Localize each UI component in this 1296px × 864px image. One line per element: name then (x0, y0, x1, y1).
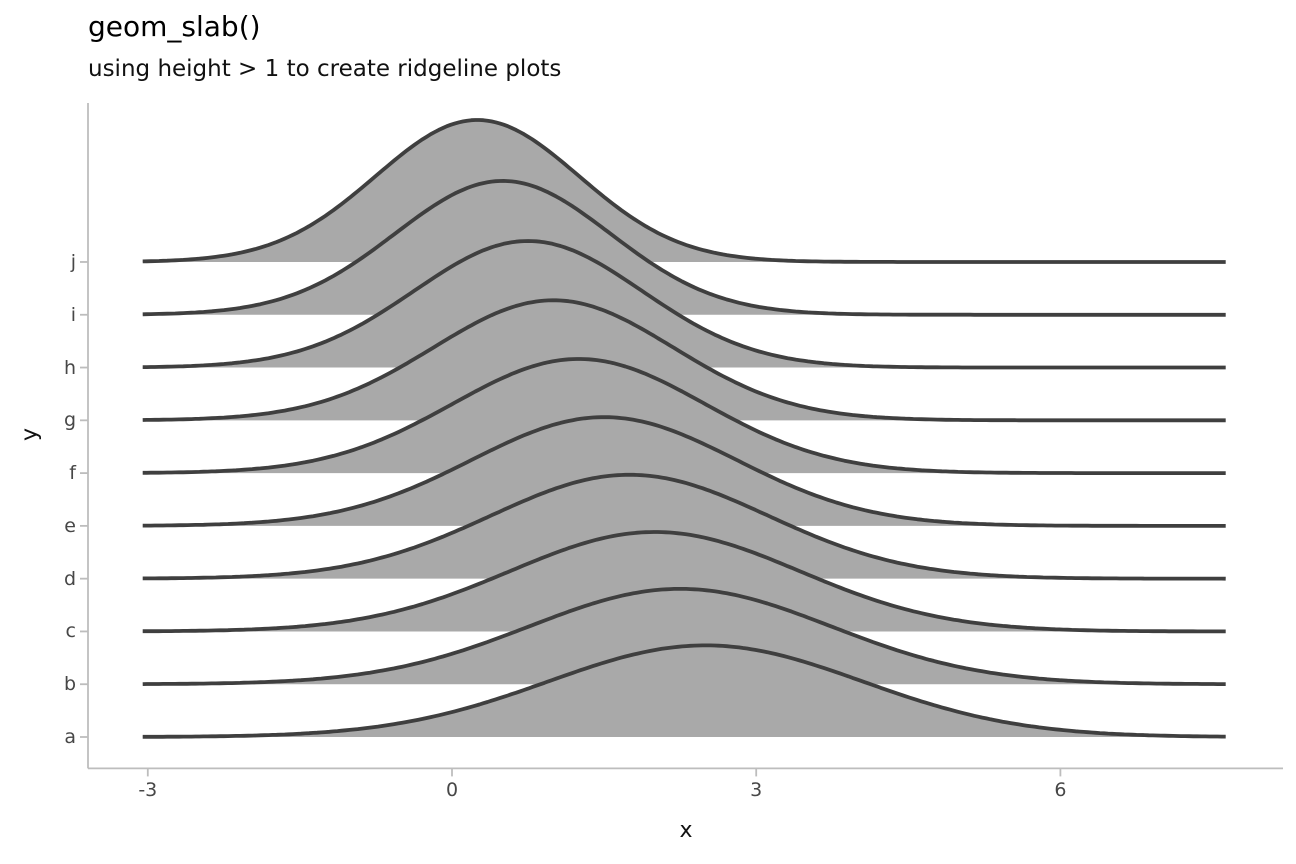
ridge-fill-b (142, 588, 1226, 685)
plot-subtitle: using height > 1 to create ridgeline plo… (88, 56, 562, 82)
ridge-fill-f (142, 359, 1226, 474)
ridge-outline-i (142, 179, 1226, 317)
ridge-fill-j (142, 120, 1226, 262)
ridge-fill-d (142, 474, 1226, 579)
ridge-fill-e (142, 417, 1226, 526)
ridge-outline-b (142, 587, 1226, 686)
ridge-outline-j (142, 118, 1226, 264)
ridge-outline-d (142, 472, 1226, 581)
ridge-outline-g (142, 298, 1226, 423)
ridge-fill-h (142, 241, 1226, 368)
ridge-outline-e (142, 415, 1226, 528)
ridge-outline-a (142, 643, 1226, 739)
ridge-fill-g (142, 300, 1226, 421)
ridge-outline-h (142, 239, 1226, 370)
ridge-outline-f (142, 357, 1226, 475)
ridge-fill-c (142, 532, 1226, 632)
ridge-outline-c (142, 530, 1226, 634)
ridge-fill-i (142, 180, 1226, 315)
plot-title: geom_slab() (88, 10, 261, 43)
ridge-fill-a (142, 645, 1226, 737)
